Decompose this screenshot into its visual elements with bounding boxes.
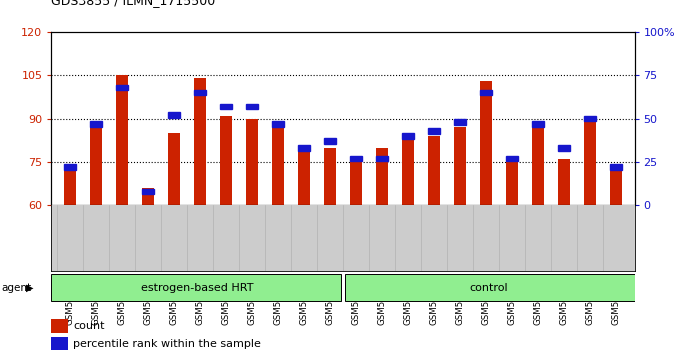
Bar <box>220 116 232 205</box>
Bar <box>142 188 154 205</box>
Bar <box>454 119 466 125</box>
Bar <box>480 81 492 205</box>
Bar <box>298 148 310 205</box>
Bar <box>506 156 518 161</box>
Bar <box>220 104 232 109</box>
Bar <box>558 145 570 151</box>
Bar <box>480 90 492 96</box>
Bar <box>428 136 440 205</box>
Bar <box>532 121 544 127</box>
Text: agent: agent <box>1 282 32 293</box>
Bar <box>350 156 362 161</box>
Bar <box>584 121 596 205</box>
Text: ▶: ▶ <box>26 282 34 293</box>
Bar <box>142 189 154 194</box>
FancyBboxPatch shape <box>51 274 341 301</box>
Bar <box>584 116 596 121</box>
Bar <box>272 121 284 205</box>
Bar <box>376 156 388 161</box>
Bar <box>116 75 128 205</box>
Bar <box>194 78 206 205</box>
Text: count: count <box>73 321 105 331</box>
Bar <box>506 159 518 205</box>
Bar <box>272 121 284 127</box>
Text: GDS3855 / ILMN_1715500: GDS3855 / ILMN_1715500 <box>51 0 215 7</box>
Bar <box>168 112 180 118</box>
Bar <box>376 148 388 205</box>
Bar <box>64 164 75 170</box>
Bar <box>324 138 336 144</box>
Bar <box>454 127 466 205</box>
Bar <box>116 85 128 90</box>
Text: estrogen-based HRT: estrogen-based HRT <box>141 282 253 293</box>
Bar <box>350 162 362 205</box>
Bar <box>402 139 414 205</box>
FancyBboxPatch shape <box>345 274 635 301</box>
Bar <box>194 90 206 96</box>
Text: control: control <box>469 282 508 293</box>
Bar <box>90 121 102 127</box>
Bar <box>402 133 414 139</box>
Bar <box>324 148 336 205</box>
Bar <box>532 124 544 205</box>
Bar <box>64 168 75 205</box>
Bar <box>51 319 68 333</box>
Bar <box>51 337 68 350</box>
Bar <box>168 133 180 205</box>
Bar <box>611 171 622 205</box>
Bar <box>611 164 622 170</box>
Bar <box>246 104 258 109</box>
Bar <box>246 119 258 205</box>
Bar <box>428 128 440 133</box>
Bar <box>298 145 310 151</box>
Bar <box>558 159 570 205</box>
Bar <box>90 127 102 205</box>
Text: percentile rank within the sample: percentile rank within the sample <box>73 339 261 349</box>
